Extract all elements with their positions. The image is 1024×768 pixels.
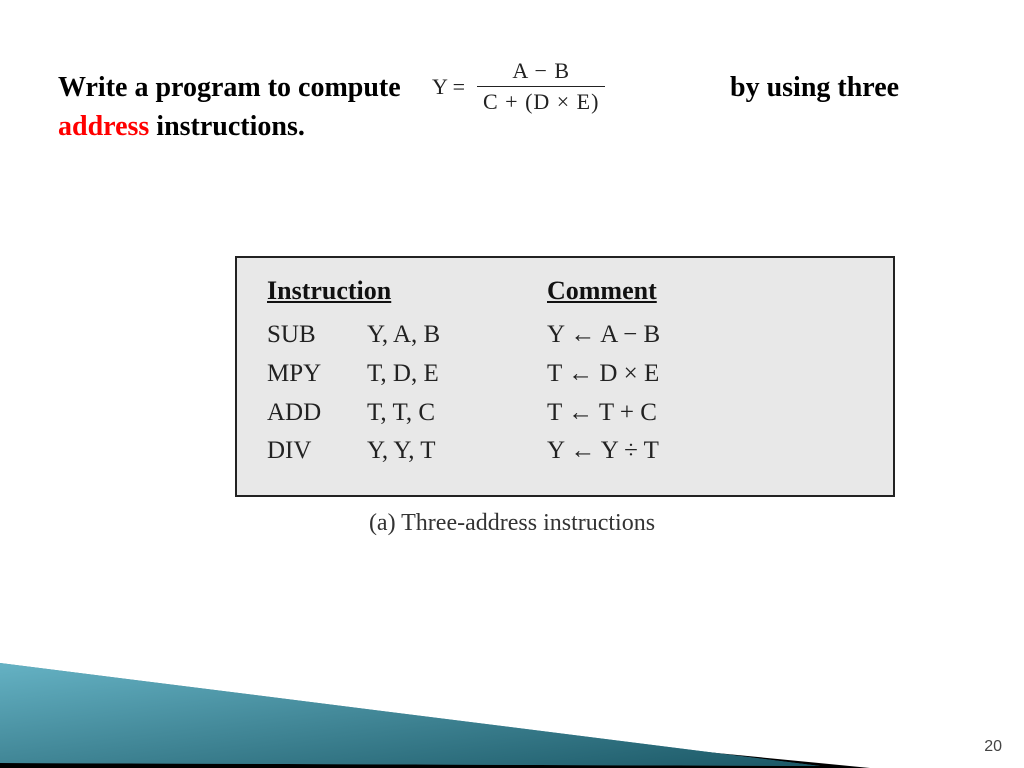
op: SUB	[267, 316, 367, 355]
formula-lhs: Y =	[432, 74, 465, 100]
args: T, T, C	[367, 394, 547, 433]
args: Y, A, B	[367, 316, 547, 355]
keyword-address: address	[58, 111, 149, 142]
header-comment: Comment	[547, 276, 657, 306]
comment: T ← D × E	[547, 355, 863, 394]
prompt-tail: by using three	[730, 72, 899, 104]
prompt-byusing: by using	[730, 72, 837, 103]
comment: Y ← Y ÷ T	[547, 432, 863, 471]
args: T, D, E	[367, 355, 547, 394]
prompt-part1: Write a program to compute	[58, 72, 401, 103]
table-row: SUB Y, A, B Y ← A − B	[267, 316, 863, 355]
denominator: C + (D × E)	[477, 87, 605, 115]
slide-decoration	[0, 568, 1024, 768]
table-header: Instruction Comment	[267, 276, 863, 306]
slide: Write a program to compute address instr…	[0, 0, 1024, 768]
fraction: A − B C + (D × E)	[477, 58, 605, 115]
formula: Y = A − B C + (D × E)	[432, 58, 611, 115]
page-number: 20	[984, 738, 1002, 756]
comment: T ← T + C	[547, 394, 863, 433]
caption: (a) Three-address instructions	[0, 510, 1024, 537]
table-rows: SUB Y, A, B Y ← A − B MPY T, D, E T ← D …	[267, 316, 863, 471]
op: MPY	[267, 355, 367, 394]
instruction-box: Instruction Comment SUB Y, A, B Y ← A − …	[235, 256, 895, 497]
op: DIV	[267, 432, 367, 471]
table-row: ADD T, T, C T ← T + C	[267, 394, 863, 433]
op: ADD	[267, 394, 367, 433]
args: Y, Y, T	[367, 432, 547, 471]
header-instruction: Instruction	[267, 276, 547, 306]
prompt-instr: instructions.	[149, 111, 305, 142]
keyword-three: three	[837, 72, 899, 103]
comment: Y ← A − B	[547, 316, 863, 355]
table-row: MPY T, D, E T ← D × E	[267, 355, 863, 394]
table-row: DIV Y, Y, T Y ← Y ÷ T	[267, 432, 863, 471]
numerator: A − B	[477, 58, 605, 87]
